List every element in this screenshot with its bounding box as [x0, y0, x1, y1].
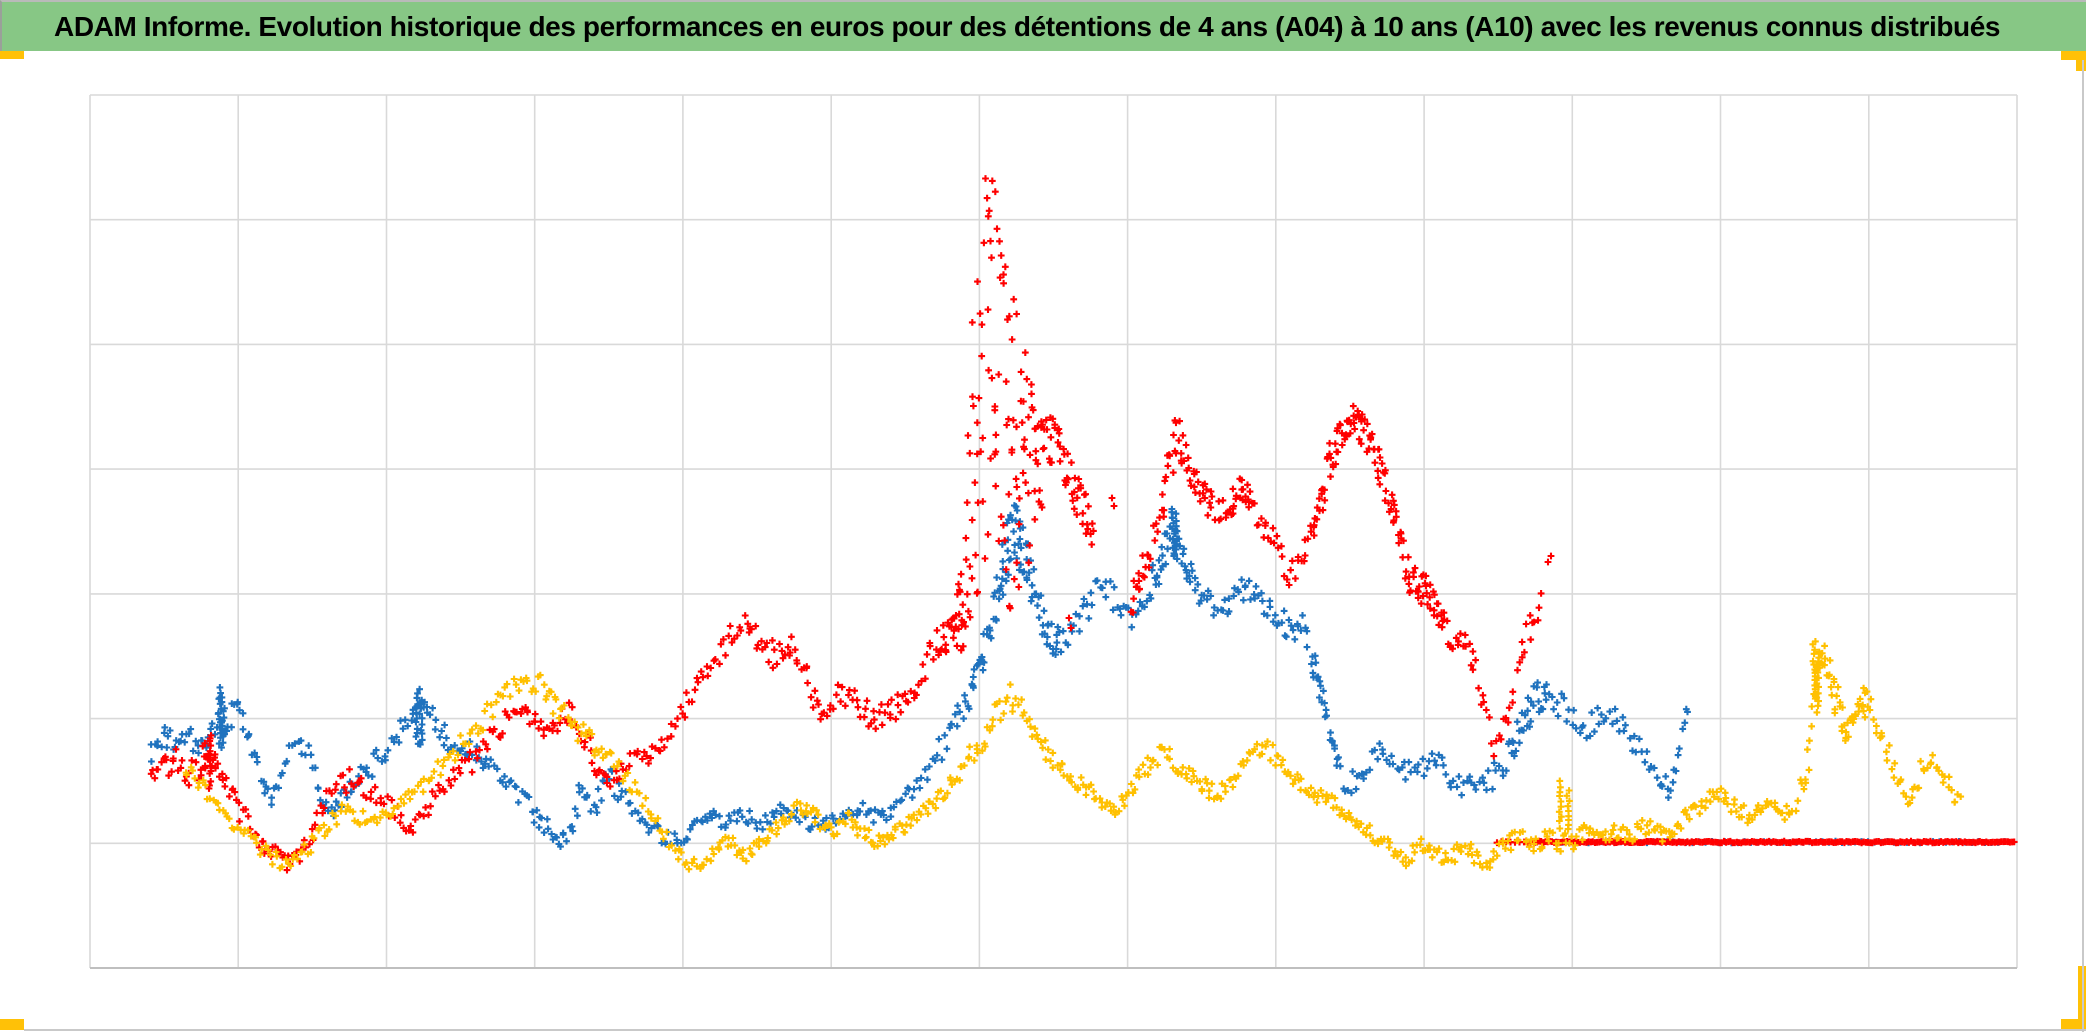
gold-accent	[2076, 51, 2086, 71]
gold-accent	[0, 1019, 24, 1030]
gold-accent	[2061, 51, 2086, 60]
chart-object[interactable]	[0, 51, 2086, 1032]
yellow-series	[182, 638, 1965, 873]
window-edge	[24, 1029, 2086, 1031]
title-bar: ADAM Informe. Evolution historique des p…	[0, 0, 2086, 51]
gold-accent	[0, 51, 24, 59]
chart-title: ADAM Informe. Evolution historique des p…	[54, 10, 2001, 42]
gridlines	[89, 94, 2018, 968]
performance-scatter-chart	[89, 94, 2018, 969]
gold-accent	[2061, 1019, 2086, 1030]
window-edge	[2082, 60, 2084, 1032]
red-series	[147, 175, 2018, 874]
